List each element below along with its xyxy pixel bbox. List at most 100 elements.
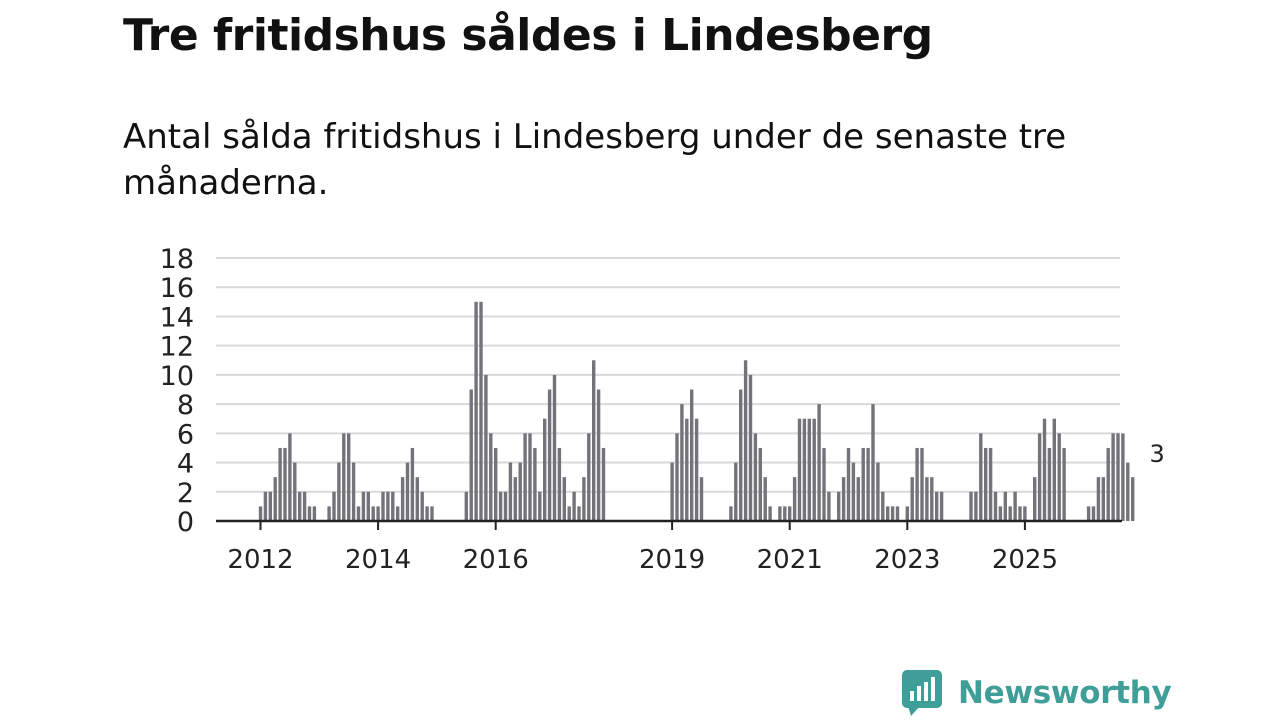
bar [778,506,782,521]
bar [293,462,297,521]
bar [979,433,983,521]
bar [342,433,346,521]
bar [1013,491,1017,521]
y-tick-label: 6 [177,419,194,450]
bar [479,301,483,521]
bar [753,433,758,521]
bar [410,447,415,521]
bar [337,462,341,521]
bar [376,506,380,521]
bar [856,477,860,521]
bar [474,301,478,521]
bar [1047,447,1052,521]
bar [582,477,586,521]
bar [866,447,870,521]
bar [1106,447,1110,521]
bar [302,491,307,521]
bar [489,433,493,521]
bar [405,462,410,521]
bar [797,418,802,521]
bar [283,447,287,521]
data-label: 3 [1150,440,1165,468]
y-tick-label: 4 [177,449,194,480]
bar [939,491,944,521]
bar-chart-bubble-icon [902,670,942,716]
bar [1062,447,1066,521]
y-tick-label: 10 [160,361,194,392]
bar [332,491,336,521]
bar [1042,418,1047,521]
bar [841,477,846,521]
bar [601,447,606,521]
bar [557,447,562,521]
bar [518,462,522,521]
x-tick-label: 2023 [874,545,940,575]
bar [498,491,503,521]
bar [288,433,292,521]
bar [817,404,821,521]
bar [694,418,699,521]
bar [1116,433,1120,521]
bar [822,447,826,521]
bar [1096,477,1101,521]
bar [386,491,390,521]
bar [988,447,993,521]
bar [1003,491,1007,521]
bar [969,491,973,521]
bar [881,491,885,521]
y-tick-label: 18 [160,244,194,275]
bar [895,506,900,521]
bar [792,477,797,521]
bar [1033,477,1037,521]
x-tick-label: 2025 [992,545,1058,575]
bar [748,374,753,521]
x-tick-label: 2014 [345,545,411,575]
bar [729,506,733,521]
bar [925,477,929,521]
bar [905,506,909,521]
bar [768,506,772,521]
bar [1101,477,1105,521]
bar [807,418,811,521]
brand-name: Newsworthy [958,675,1172,711]
bar [1008,506,1012,521]
data-label-background [1147,439,1168,468]
bar [1018,506,1022,521]
bar [974,491,978,521]
bar [734,462,738,521]
bar [851,462,856,521]
bar [503,491,508,521]
bar [675,433,679,521]
bar [812,418,816,521]
bar [425,506,429,521]
bar [685,418,689,521]
bar [1126,462,1130,521]
bar [396,506,400,521]
bar [484,374,488,521]
bar [508,462,513,521]
bar [910,477,914,521]
y-tick-label: 12 [160,332,194,363]
bar [592,360,596,521]
bar [347,433,351,521]
x-tick-label: 2021 [757,545,823,575]
bar [523,433,527,521]
newsworthy-logo: Newsworthy [902,670,1172,716]
bar [547,389,552,521]
bar [278,447,282,521]
bar [699,477,704,521]
y-tick-label: 8 [177,390,194,421]
bar [1023,506,1027,521]
bar [371,506,375,521]
bar [430,506,434,521]
bar [788,506,792,521]
bar [827,491,831,521]
bar [1037,433,1042,521]
bar [381,491,385,521]
x-tick-label: 2012 [227,545,293,575]
bar [494,447,498,521]
bar [846,447,851,521]
bar [993,491,998,521]
bar [1121,433,1125,521]
bar [312,506,317,521]
